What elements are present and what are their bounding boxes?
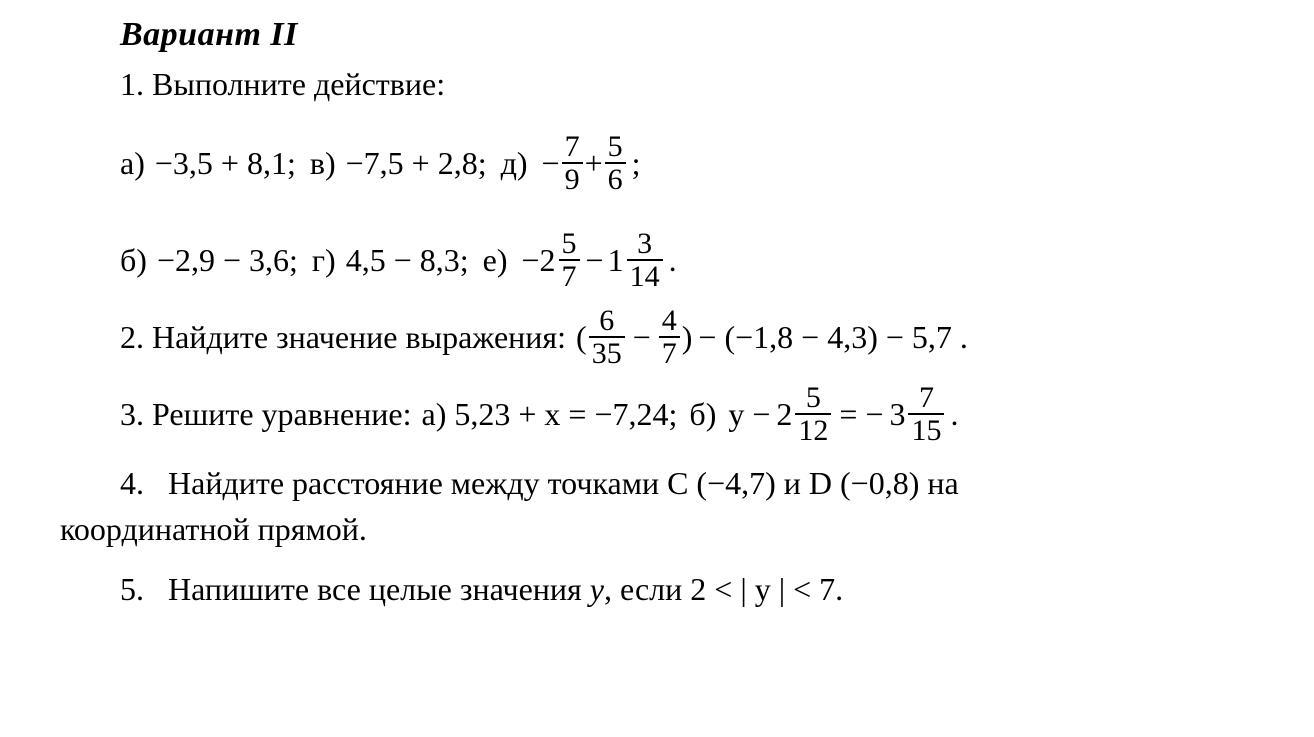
q1-text: Выполните действие: [152, 66, 445, 102]
q1-prompt: 1. Выполните действие: [120, 61, 1274, 107]
mixed-whole: 3 [889, 391, 905, 437]
q1b-label: б) [120, 237, 147, 283]
q2-open: ( [576, 314, 587, 360]
fraction-denominator: 35 [589, 336, 625, 369]
q2-mid1: − [633, 314, 651, 360]
fraction-numerator: 6 [596, 306, 617, 336]
fraction-numerator: 3 [634, 229, 655, 259]
q2-rest: − (−1,8 − 4,3) − 5,7 . [698, 314, 968, 360]
q1e-mixed2: 1 3 14 [608, 229, 665, 292]
q1e-mid: − [586, 237, 604, 283]
fraction-denominator: 12 [795, 413, 831, 446]
q5-part2: , если 2 < | y | < 7. [604, 571, 843, 607]
q1d-plus: + [585, 140, 603, 186]
q3-line: 3. Решите уравнение: а) 5,23 + x = −7,24… [120, 383, 1274, 446]
q3-number: 3. [120, 391, 144, 437]
q1d-label: д) [501, 140, 528, 186]
q2-frac1: 6 35 [589, 306, 625, 369]
fraction-numerator: 5 [605, 132, 626, 162]
q3b-tail: . [950, 391, 958, 437]
fraction-denominator: 15 [908, 413, 944, 446]
q2-number: 2. [120, 314, 144, 360]
q5-var: y [590, 571, 604, 607]
q1d-minus: − [542, 140, 560, 186]
mixed-whole: 1 [608, 237, 624, 283]
variant-title: Вариант II [120, 10, 1274, 59]
q3b-expr: y − 2 5 12 = − 3 7 15 . [728, 383, 958, 446]
q1e-expr: − 2 5 7 − 1 3 14 . [522, 229, 677, 292]
q4-block: 4. Найдите расстояние между точками C (−… [60, 460, 1274, 553]
q2-frac2: 4 7 [659, 306, 680, 369]
q3b-mid: = − [839, 391, 883, 437]
q1-number: 1. [120, 66, 144, 102]
q1v-expr: −7,5 + 2,8; [346, 140, 487, 186]
q1b-expr: −2,9 − 3,6; [157, 237, 298, 283]
mixed-whole: 2 [540, 237, 556, 283]
q1g-label: г) [312, 237, 336, 283]
q4-number: 4. [120, 465, 144, 501]
mixed-frac: 5 7 [559, 229, 580, 292]
q1-row-1: а) −3,5 + 8,1; в) −7,5 + 2,8; д) − 7 9 +… [120, 132, 1274, 195]
q1d-frac2: 5 6 [605, 132, 626, 195]
q2-text: Найдите значение выражения: [152, 314, 566, 360]
page: Вариант II 1. Выполните действие: а) −3,… [0, 0, 1314, 623]
fraction-numerator: 7 [562, 132, 583, 162]
q5-number: 5. [120, 571, 144, 607]
q1e-tail: . [669, 237, 677, 283]
q1a-expr: −3,5 + 8,1; [155, 140, 296, 186]
q5-line: 5. Напишите все целые значения y, если 2… [120, 566, 1274, 612]
q1e-lead: − [522, 237, 540, 283]
q3b-label: б) [689, 391, 716, 437]
q3b-mixed2: 3 7 15 [889, 383, 946, 446]
mixed-whole: 2 [776, 391, 792, 437]
q1d-tail: ; [632, 140, 641, 186]
q3a-expr: 5,23 + x = −7,24; [454, 391, 677, 437]
fraction-numerator: 4 [659, 306, 680, 336]
q4-line1-wrap: 4. Найдите расстояние между точками C (−… [120, 460, 1274, 506]
q4-line2: координатной прямой. [60, 506, 1274, 552]
fraction-denominator: 6 [605, 162, 626, 195]
mixed-frac: 7 15 [908, 383, 944, 446]
fraction-denominator: 7 [659, 336, 680, 369]
q1g-expr: 4,5 − 8,3; [346, 237, 469, 283]
q4-line1: Найдите расстояние между точками C (−4,7… [168, 465, 959, 501]
q3-text: Решите уравнение: [152, 391, 412, 437]
q1e-label: е) [483, 237, 508, 283]
mixed-frac: 5 12 [795, 383, 831, 446]
fraction-denominator: 14 [627, 259, 663, 292]
q2-close: ) [682, 314, 693, 360]
mixed-frac: 3 14 [627, 229, 663, 292]
q1-row-2: б) −2,9 − 3,6; г) 4,5 − 8,3; е) − 2 5 7 … [120, 229, 1274, 292]
q5-part1: Напишите все целые значения [168, 571, 590, 607]
fraction-denominator: 7 [559, 259, 580, 292]
fraction-numerator: 5 [803, 383, 824, 413]
fraction-numerator: 7 [916, 383, 937, 413]
q3b-lead: y − [728, 391, 770, 437]
q3a-label: а) [422, 391, 447, 437]
q2-expr: ( 6 35 − 4 7 ) − (−1,8 − 4,3) − 5,7 . [576, 306, 968, 369]
fraction-denominator: 9 [562, 162, 583, 195]
q1a-label: а) [120, 140, 145, 186]
q1d-expr: − 7 9 + 5 6 ; [542, 132, 641, 195]
q1d-frac1: 7 9 [562, 132, 583, 195]
q2-line: 2. Найдите значение выражения: ( 6 35 − … [120, 306, 1274, 369]
q1v-label: в) [310, 140, 336, 186]
q1e-mixed1: 2 5 7 [540, 229, 582, 292]
q3b-mixed1: 2 5 12 [776, 383, 833, 446]
fraction-numerator: 5 [559, 229, 580, 259]
